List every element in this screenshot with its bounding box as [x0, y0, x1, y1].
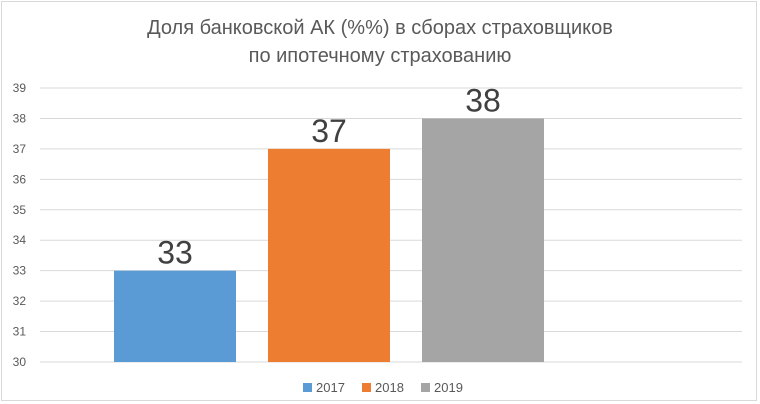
- y-tick-label: 36: [13, 172, 27, 186]
- bars: [114, 118, 544, 362]
- bar-2018: [268, 148, 390, 362]
- chart-title-line-1: Доля банковской АК (%%) в сборах страхов…: [147, 17, 613, 39]
- legend-swatch-2017: [303, 383, 312, 392]
- legend-swatch-2019: [421, 383, 430, 392]
- legend: 2017 2018 2019: [303, 380, 463, 395]
- y-tick-label: 30: [13, 355, 27, 369]
- data-label-2019: 38: [465, 82, 501, 118]
- y-tick-label: 33: [13, 264, 27, 278]
- data-label-2018: 37: [311, 113, 347, 149]
- y-tick-label: 32: [13, 294, 27, 308]
- y-tick-label: 31: [13, 325, 27, 339]
- data-label-2017: 33: [157, 235, 193, 271]
- y-tick-label: 39: [13, 81, 27, 95]
- y-tick-label: 35: [13, 203, 27, 217]
- bar-2019: [422, 118, 544, 362]
- chart-title-line-2: по ипотечному страхованию: [248, 45, 512, 67]
- y-tick-label: 34: [13, 233, 27, 247]
- data-labels: 33 37 38: [157, 82, 501, 270]
- bar-2017: [114, 270, 236, 362]
- legend-label-2019: 2019: [434, 380, 463, 395]
- legend-label-2018: 2018: [375, 380, 404, 395]
- y-axis: 30 31 32 33 34 35 36 37 38 39: [13, 81, 27, 369]
- y-tick-label: 38: [13, 111, 27, 125]
- y-tick-label: 37: [13, 142, 27, 156]
- legend-label-2017: 2017: [316, 380, 345, 395]
- legend-swatch-2018: [362, 383, 371, 392]
- chart-title: Доля банковской АК (%%) в сборах страхов…: [0, 14, 760, 70]
